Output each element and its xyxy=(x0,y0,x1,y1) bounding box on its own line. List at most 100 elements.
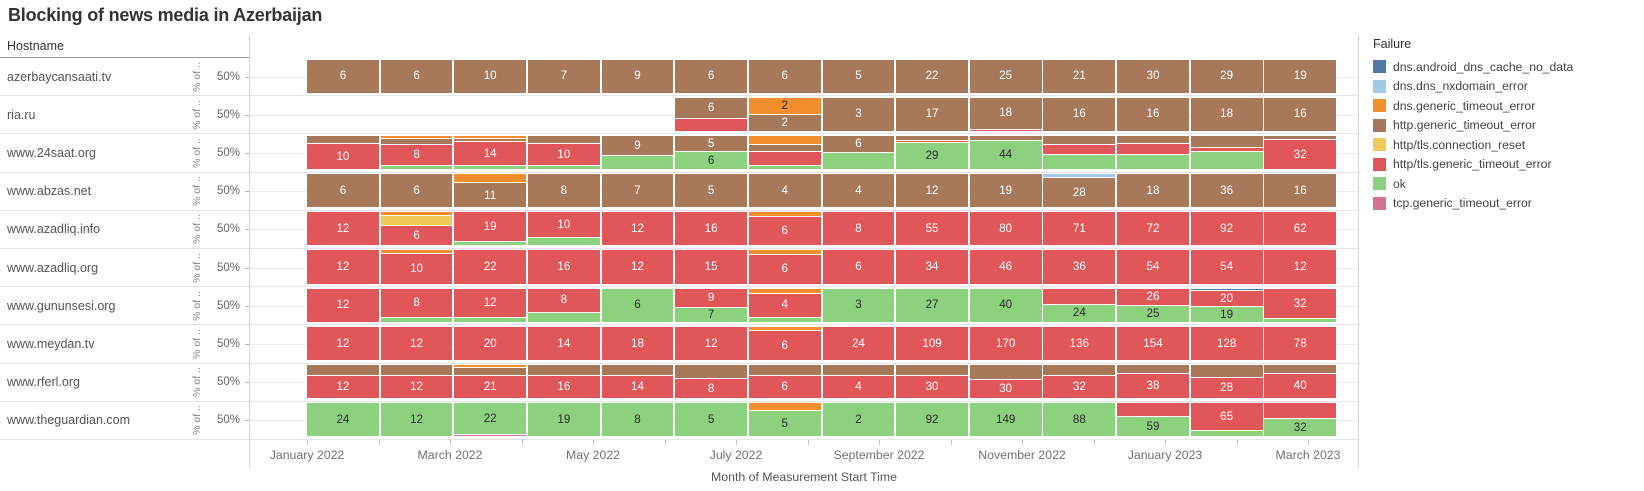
bar-segment-ok[interactable]: 40 xyxy=(969,288,1042,322)
bar-segment-http[interactable] xyxy=(380,138,453,144)
bar-segment-http[interactable] xyxy=(1043,365,1116,375)
bar-segment-tls[interactable]: 10 xyxy=(527,212,600,238)
bar-segment-http[interactable] xyxy=(1190,365,1263,377)
bar-segment-tls[interactable]: 16 xyxy=(527,374,600,399)
bar-segment-ok[interactable] xyxy=(822,152,895,170)
bar-segment-tls[interactable]: 10 xyxy=(380,252,453,284)
bar-segment-tls[interactable]: 20 xyxy=(454,326,527,360)
bar-segment-ok[interactable]: 3 xyxy=(822,288,895,322)
bar-segment-tls[interactable]: 18 xyxy=(601,326,674,360)
bar-segment-ok[interactable] xyxy=(1043,154,1116,170)
bar-segment-tls[interactable]: 8 xyxy=(822,212,895,246)
bar-segment-dns[interactable] xyxy=(748,135,821,145)
bar-segment-tls[interactable]: 26 xyxy=(1117,288,1189,306)
bar-segment-http[interactable]: 28 xyxy=(1043,176,1116,208)
bar-segment-tls[interactable]: 6 xyxy=(748,374,821,399)
bar-segment-tls[interactable]: 20 xyxy=(1190,289,1263,306)
bar-segment-http[interactable]: 36 xyxy=(1190,174,1263,208)
bar-segment-ok[interactable] xyxy=(748,316,821,322)
hostname-label[interactable]: www.meydan.tv xyxy=(7,336,95,351)
bar-segment-tls[interactable]: 6 xyxy=(380,224,453,246)
bar-segment-ok[interactable]: 8 xyxy=(601,403,674,437)
legend-item-nx[interactable]: dns.dns_nxdomain_error xyxy=(1373,77,1573,97)
bar-segment-ok[interactable]: 92 xyxy=(896,403,968,437)
bar-segment-tls[interactable]: 55 xyxy=(896,212,968,246)
bar-segment-http[interactable]: 18 xyxy=(1117,174,1189,208)
bar-segment-http[interactable]: 7 xyxy=(527,59,600,93)
bar-segment-http[interactable]: 18 xyxy=(1190,97,1263,131)
bar-segment-tls[interactable]: 78 xyxy=(1264,326,1337,360)
bar-segment-http[interactable]: 3 xyxy=(822,97,895,131)
bar-segment-http[interactable] xyxy=(527,365,600,375)
bar-segment-http[interactable]: 9 xyxy=(601,59,674,93)
bar-segment-tls[interactable] xyxy=(1190,146,1263,152)
bar-segment-tls[interactable]: 10 xyxy=(527,143,600,166)
bar-segment-http[interactable]: 6 xyxy=(748,59,821,93)
bar-segment-http[interactable] xyxy=(675,365,748,378)
bar-segment-http[interactable]: 5 xyxy=(675,174,748,208)
bar-segment-tls[interactable]: 72 xyxy=(1117,212,1189,246)
bar-segment-http[interactable]: 30 xyxy=(1117,59,1189,93)
bar-segment-ok[interactable]: 59 xyxy=(1117,416,1189,437)
bar-segment-tls[interactable]: 12 xyxy=(307,374,379,399)
bar-segment-http[interactable]: 6 xyxy=(380,59,453,93)
bar-segment-ok[interactable]: 5 xyxy=(675,403,748,437)
bar-segment-tls[interactable]: 24 xyxy=(822,326,895,360)
bar-segment-ok[interactable] xyxy=(601,154,674,170)
bar-segment-http[interactable]: 7 xyxy=(601,174,674,208)
bar-segment-tls[interactable]: 32 xyxy=(1264,288,1337,319)
bar-segment-ok[interactable]: 19 xyxy=(527,403,600,437)
bar-segment-ok[interactable]: 25 xyxy=(1117,305,1189,322)
bar-segment-tls[interactable]: 12 xyxy=(675,326,748,360)
bar-segment-ok[interactable]: 27 xyxy=(896,288,968,322)
bar-segment-dns[interactable] xyxy=(748,288,821,293)
bar-segment-tls[interactable]: 36 xyxy=(1043,250,1116,284)
bar-segment-tls[interactable]: 32 xyxy=(1043,374,1116,399)
bar-segment-ok[interactable] xyxy=(527,311,600,322)
bar-segment-tls[interactable]: 6 xyxy=(748,253,821,284)
bar-segment-ok[interactable]: 29 xyxy=(896,141,968,170)
legend-item-adns[interactable]: dns.android_dns_cache_no_data xyxy=(1373,57,1573,77)
bar-segment-tcp[interactable] xyxy=(454,434,527,437)
bar-segment-adns[interactable] xyxy=(1190,288,1263,290)
bar-segment-dns[interactable] xyxy=(380,212,453,215)
bar-segment-tls[interactable]: 14 xyxy=(527,326,600,360)
bar-segment-tls[interactable] xyxy=(1043,144,1116,155)
legend-item-tcp[interactable]: tcp.generic_timeout_error xyxy=(1373,194,1573,214)
bar-segment-http[interactable] xyxy=(1190,135,1263,147)
bar-segment-dns[interactable] xyxy=(748,250,821,254)
legend-item-ok[interactable]: ok xyxy=(1373,174,1573,194)
bar-segment-tls[interactable]: 71 xyxy=(1043,212,1116,246)
bar-segment-tls[interactable] xyxy=(1117,142,1189,155)
hostname-label[interactable]: www.gununsesi.org xyxy=(7,298,116,313)
bar-segment-tls[interactable] xyxy=(1117,403,1189,417)
bar-segment-http[interactable]: 4 xyxy=(822,174,895,208)
bar-segment-tls[interactable]: 4 xyxy=(822,374,895,399)
bar-segment-ok[interactable]: 149 xyxy=(969,403,1042,437)
bar-segment-ok[interactable]: 19 xyxy=(1190,305,1263,322)
bar-segment-http[interactable]: 22 xyxy=(896,59,968,93)
bar-segment-http[interactable]: 9 xyxy=(601,135,674,155)
bar-segment-tls[interactable] xyxy=(675,118,748,131)
bar-segment-http[interactable]: 21 xyxy=(1043,59,1116,93)
bar-segment-ok[interactable] xyxy=(454,241,527,246)
bar-segment-tls[interactable]: 32 xyxy=(1264,139,1337,170)
bar-segment-ok[interactable] xyxy=(380,165,453,170)
bar-segment-tls[interactable]: 30 xyxy=(896,374,968,399)
bar-segment-tls[interactable]: 154 xyxy=(1117,326,1189,360)
bar-segment-dns[interactable]: 2 xyxy=(748,97,821,114)
bar-segment-tls[interactable]: 8 xyxy=(675,377,748,399)
legend-item-http[interactable]: http.generic_timeout_error xyxy=(1373,116,1573,136)
bar-segment-dns[interactable] xyxy=(454,365,527,367)
bar-segment-tls[interactable]: 16 xyxy=(527,250,600,284)
bar-segment-ok[interactable] xyxy=(527,237,600,246)
bar-segment-http[interactable]: 16 xyxy=(1264,97,1337,131)
bar-segment-http[interactable]: 6 xyxy=(307,59,379,93)
bar-segment-ok[interactable]: 12 xyxy=(380,403,453,437)
bar-segment-ok[interactable] xyxy=(454,316,527,322)
bar-segment-reset[interactable] xyxy=(380,214,453,225)
bar-segment-nx[interactable] xyxy=(1043,174,1116,177)
bar-segment-http[interactable] xyxy=(896,135,968,140)
bar-segment-tls[interactable]: 46 xyxy=(969,250,1042,284)
bar-segment-tls[interactable]: 12 xyxy=(1264,250,1337,284)
